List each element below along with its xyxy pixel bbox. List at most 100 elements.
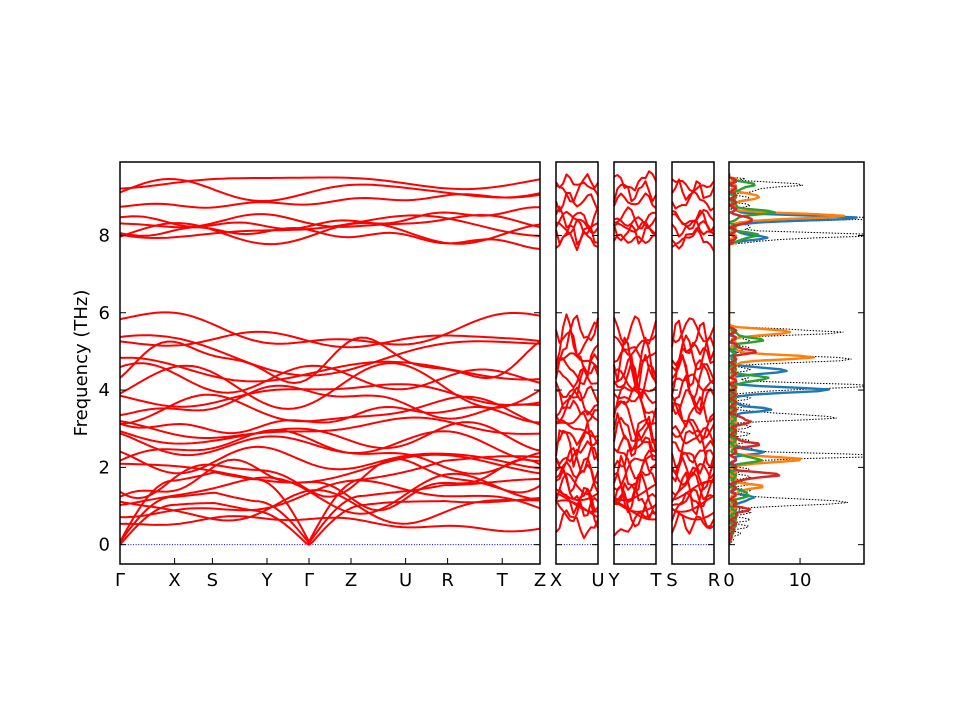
dos-series-line [729,173,846,546]
optical-band [613,463,657,503]
optical-band [613,431,657,468]
optical-band [120,430,540,462]
optical-band [613,386,657,403]
optical-band [671,319,714,361]
optical-band [555,192,599,213]
optical-band [613,336,657,386]
optical-band [120,453,541,484]
optical-band [613,416,657,444]
optical-band [120,384,541,420]
optical-band [120,393,541,426]
optical-band [120,429,541,475]
optical-band [555,419,599,439]
optical-band [613,206,657,230]
optical-band [671,208,714,225]
optical-band [555,313,599,365]
optical-band [671,227,714,252]
optical-band [120,489,541,525]
optical-band [120,472,541,515]
y-tick-label: 4 [99,380,110,401]
optical-band [555,181,599,203]
optical-band [120,176,541,191]
optical-band [671,395,714,444]
band-lines [120,170,714,546]
optical-band [555,487,599,515]
optical-band [120,406,541,435]
y-axis-label: Frequency (THz) [71,290,92,437]
optical-band [613,385,657,418]
x-tick-label: T [496,570,509,591]
y-tick-label: 8 [99,225,110,246]
optical-band [671,396,714,428]
optical-band [671,430,714,469]
optical-band [671,471,714,501]
x-tick-label: X [550,570,562,591]
optical-band [120,334,541,377]
optical-band [613,346,657,364]
optical-band [555,509,599,540]
optical-band [120,311,541,346]
acoustic-band [613,499,657,513]
optical-band [120,336,541,384]
optical-band [555,470,599,501]
optical-band [613,192,657,209]
x-tick-label: U [399,570,412,591]
dos-x-tick-label: 0 [723,570,734,591]
x-tick-label: Y [261,570,274,591]
optical-band [120,383,541,408]
y-tick-label: 0 [99,535,110,556]
optical-band [555,364,599,410]
optical-band [671,374,714,412]
optical-band [555,429,599,446]
optical-band [555,399,598,423]
x-tick-label: U [591,570,604,591]
x-tick-label: Γ [115,570,125,591]
x-tick-label: Z [534,570,546,591]
x-tick-label: Y [608,570,621,591]
x-tick-label: R [708,570,721,591]
optical-band [613,180,657,203]
optical-band [120,356,541,383]
optical-band [120,416,541,439]
acoustic-band [120,478,540,544]
band-panel-frame [555,161,599,565]
band-panel-frame [613,161,657,565]
optical-band [671,373,714,396]
acoustic-band [120,497,541,546]
optical-band [555,205,599,229]
optical-band [120,330,541,349]
x-tick-label: T [650,570,663,591]
optical-band [613,412,657,457]
dos-curves [729,173,864,546]
x-tick-label: R [441,570,454,591]
optical-band [614,482,657,521]
band-panel-frame [119,161,541,565]
optical-band [613,334,657,356]
optical-band [671,456,714,483]
optical-band [120,222,541,246]
band-panel-frame [671,161,715,565]
x-tick-label: S [666,570,677,591]
optical-band [120,515,541,533]
optical-band [120,458,541,512]
optical-band [613,170,657,192]
optical-band [671,439,714,464]
x-tick-label: Γ [304,570,314,591]
optical-band [120,362,541,410]
x-tick-label: X [168,570,180,591]
optical-band [555,314,599,344]
optical-band [671,461,714,491]
optical-band [555,457,599,485]
x-tick-label: Z [345,570,357,591]
y-tick-label: 6 [99,303,110,324]
optical-band [555,410,599,425]
optical-band [555,367,599,389]
optical-band [613,315,657,346]
optical-band [671,317,714,344]
optical-band [120,421,541,452]
optical-band [671,418,714,440]
dos-panel-frame [728,161,865,565]
optical-band [613,368,657,404]
